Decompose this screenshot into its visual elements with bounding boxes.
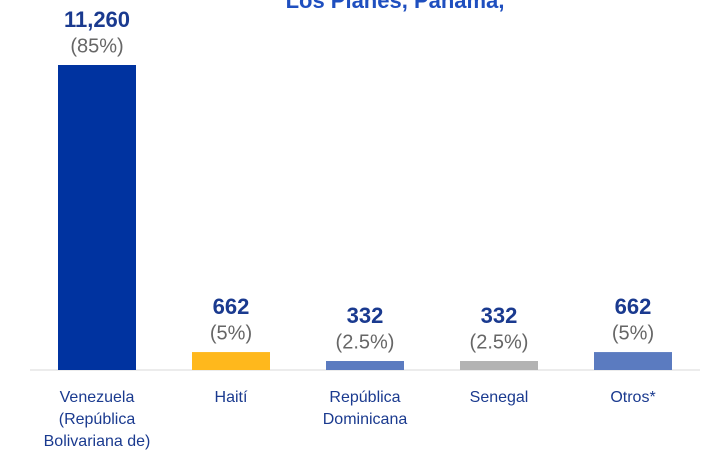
chart-title: Los Planes, Panamá, [286, 0, 505, 13]
x-tick-label: Haití [215, 389, 248, 406]
value-label: 332 [347, 303, 384, 328]
share-label: (2.5%) [336, 331, 395, 353]
value-label: 662 [213, 294, 250, 319]
share-label: (2.5%) [470, 331, 529, 353]
share-label: (5%) [612, 322, 654, 344]
share-label: (5%) [210, 322, 252, 344]
x-tick-label: (República [59, 411, 136, 428]
x-tick-label: Venezuela [60, 389, 135, 406]
x-tick-label: Bolivariana de) [44, 433, 151, 450]
bar [594, 352, 672, 370]
x-tick-label: Senegal [470, 389, 529, 406]
value-label: 11,260 [64, 7, 130, 32]
bar [326, 361, 404, 370]
x-tick-label: Dominicana [323, 411, 408, 428]
x-tick-label: República [329, 389, 400, 406]
x-tick-label: Otros* [610, 389, 655, 406]
bar [192, 352, 270, 370]
bar [58, 65, 136, 370]
share-label: (85%) [70, 35, 123, 57]
value-label: 662 [615, 294, 652, 319]
value-label: 332 [481, 303, 518, 328]
bar [460, 361, 538, 370]
